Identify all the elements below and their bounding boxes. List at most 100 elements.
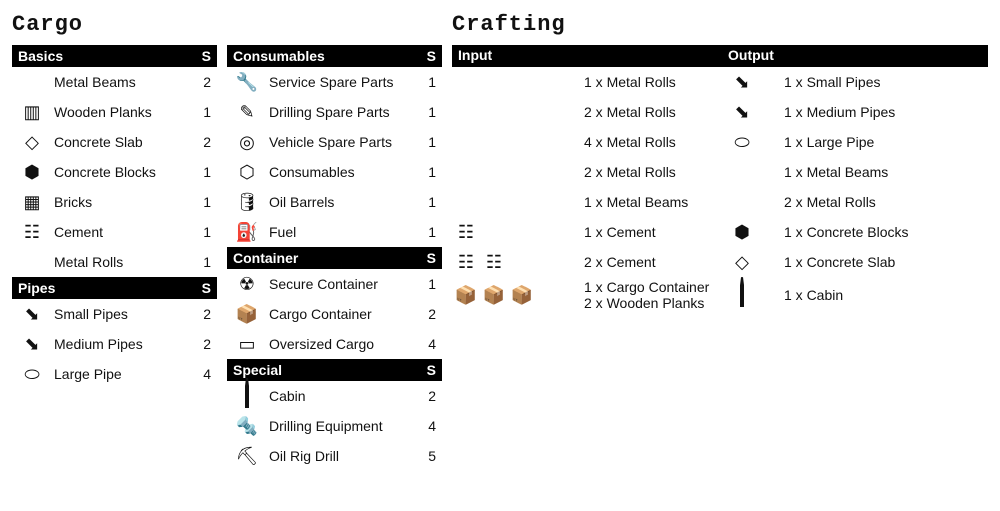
category-title: Pipes (18, 280, 197, 296)
recipe-output-text: 1 x Cabin (784, 287, 982, 303)
item-label: Oil Barrels (269, 194, 418, 210)
cargo-item-row[interactable]: ✎Drilling Spare Parts1 (227, 97, 442, 127)
cargo-item-row[interactable]: ◇Concrete Slab2 (12, 127, 217, 157)
cargo-item-row[interactable]: 📦Cargo Container2 (227, 299, 442, 329)
recipe-output-text: 1 x Concrete Blocks (784, 224, 982, 240)
cabin-icon (740, 286, 744, 304)
recipe-row[interactable]: ☷☷2 x Cement◇1 x Concrete Slab (452, 247, 988, 277)
recipe-row[interactable]: ☷1 x Cement⬢1 x Concrete Blocks (452, 217, 988, 247)
cargo-item-row[interactable]: 🔧Service Spare Parts1 (227, 67, 442, 97)
item-label: Fuel (269, 224, 418, 240)
item-icon: ⬢ (20, 161, 44, 183)
drilling_equipment-icon: 🔩 (236, 417, 258, 435)
recipe-input-text: 1 x Cargo Container2 x Wooden Planks (584, 279, 730, 311)
cement-icon: ☷ (458, 253, 474, 271)
cargo-item-row[interactable]: ▦Bricks1 (12, 187, 217, 217)
item-label: Consumables (269, 164, 418, 180)
item-size: 2 (193, 74, 211, 90)
item-size: 1 (193, 104, 211, 120)
medium_pipes-icon: ⬊ (24, 335, 39, 353)
category-header: SpecialS (227, 359, 442, 381)
drilling_spare-icon: ✎ (239, 103, 254, 121)
crafting-header-input: Input (458, 47, 728, 65)
recipe-output-icons: ◇ (730, 251, 784, 273)
medium_pipes-icon: ⬊ (734, 103, 749, 121)
recipe-input-icons: 📦📦📦 (454, 284, 584, 306)
cement-icon: ☷ (458, 223, 474, 241)
item-label: Drilling Equipment (269, 418, 418, 434)
item-size: 1 (418, 276, 436, 292)
cargo_container-icon: 📦 (511, 286, 533, 304)
item-size: 2 (193, 336, 211, 352)
item-size: 2 (418, 306, 436, 322)
cargo-item-row[interactable]: Cabin2 (227, 381, 442, 411)
item-icon: ◎ (235, 131, 259, 153)
item-icon (20, 251, 44, 273)
item-label: Oversized Cargo (269, 336, 418, 352)
recipe-input-icons: ☷☷ (454, 251, 584, 273)
item-icon: 📦 (235, 303, 259, 325)
cargo-item-row[interactable]: 🔩Drilling Equipment4 (227, 411, 442, 441)
crafting-title: Crafting (452, 12, 988, 37)
oil_rig_drill-icon: ⛏ (236, 447, 259, 465)
recipe-output-icons: ⬢ (730, 221, 784, 243)
recipe-row[interactable]: 1 x Metal Rolls⬊1 x Small Pipes (452, 67, 988, 97)
recipe-output-icons (730, 191, 784, 213)
cargo-column-1: Cargo BasicsSMetal Beams2▥Wooden Planks1… (12, 12, 217, 389)
cargo-item-row[interactable]: ⛏Oil Rig Drill5 (227, 441, 442, 471)
cargo-item-row[interactable]: Metal Rolls1 (12, 247, 217, 277)
category-header: ContainerS (227, 247, 442, 269)
small_pipes-icon: ⬊ (24, 305, 39, 323)
item-size: 1 (418, 194, 436, 210)
recipe-row[interactable]: 2 x Metal Rolls1 x Metal Beams (452, 157, 988, 187)
recipe-row[interactable]: 📦📦📦1 x Cargo Container2 x Wooden Planks1… (452, 277, 988, 313)
cargo-item-row[interactable]: ⬭Large Pipe4 (12, 359, 217, 389)
cargo-item-row[interactable]: ⬡Consumables1 (227, 157, 442, 187)
cargo-item-row[interactable]: ⛽Fuel1 (227, 217, 442, 247)
item-label: Metal Rolls (54, 254, 193, 270)
cargo-item-row[interactable]: ▭Oversized Cargo4 (227, 329, 442, 359)
cargo-title: Cargo (12, 12, 217, 37)
recipe-row[interactable]: 1 x Metal Beams2 x Metal Rolls (452, 187, 988, 217)
item-icon: ✎ (235, 101, 259, 123)
item-label: Cement (54, 224, 193, 240)
concrete_blocks-icon: ⬢ (24, 163, 40, 181)
cargo_container-icon: 📦 (483, 286, 505, 304)
recipe-output-text: 1 x Concrete Slab (784, 254, 982, 270)
recipe-input-text: 1 x Metal Rolls (584, 74, 730, 90)
category-title: Container (233, 250, 422, 266)
category-header: PipesS (12, 277, 217, 299)
cargo-item-row[interactable]: ⬊Small Pipes2 (12, 299, 217, 329)
item-icon: ⬊ (20, 303, 44, 325)
item-icon: ⬊ (20, 333, 44, 355)
cargo-item-row[interactable]: 🛢Oil Barrels1 (227, 187, 442, 217)
recipe-input-icons (454, 101, 584, 123)
item-icon: ⛽ (235, 221, 259, 243)
item-label: Metal Beams (54, 74, 193, 90)
cargo-item-row[interactable]: ⬊Medium Pipes2 (12, 329, 217, 359)
item-icon: ▥ (20, 101, 44, 123)
item-label: Service Spare Parts (269, 74, 418, 90)
recipe-input-text: 2 x Metal Rolls (584, 164, 730, 180)
cargo-item-row[interactable]: Metal Beams2 (12, 67, 217, 97)
item-label: Oil Rig Drill (269, 448, 418, 464)
secure_container-icon: ☢ (239, 275, 255, 293)
category-header: BasicsS (12, 45, 217, 67)
cargo-item-row[interactable]: ◎Vehicle Spare Parts1 (227, 127, 442, 157)
service_spare-icon: 🔧 (236, 73, 258, 91)
cargo-item-row[interactable]: ☷Cement1 (12, 217, 217, 247)
cargo-item-row[interactable]: ⬢Concrete Blocks1 (12, 157, 217, 187)
cargo-item-row[interactable]: ▥Wooden Planks1 (12, 97, 217, 127)
item-icon: ◇ (20, 131, 44, 153)
item-size: 1 (193, 164, 211, 180)
item-label: Cabin (269, 388, 418, 404)
recipe-input-text: 4 x Metal Rolls (584, 134, 730, 150)
item-size: 2 (193, 306, 211, 322)
consumables-icon: ⬡ (239, 163, 255, 181)
recipe-input-icons (454, 71, 584, 93)
recipe-row[interactable]: 2 x Metal Rolls⬊1 x Medium Pipes (452, 97, 988, 127)
recipe-row[interactable]: 4 x Metal Rolls⬭1 x Large Pipe (452, 127, 988, 157)
item-size: 1 (193, 194, 211, 210)
cargo-item-row[interactable]: ☢Secure Container1 (227, 269, 442, 299)
item-label: Concrete Slab (54, 134, 193, 150)
